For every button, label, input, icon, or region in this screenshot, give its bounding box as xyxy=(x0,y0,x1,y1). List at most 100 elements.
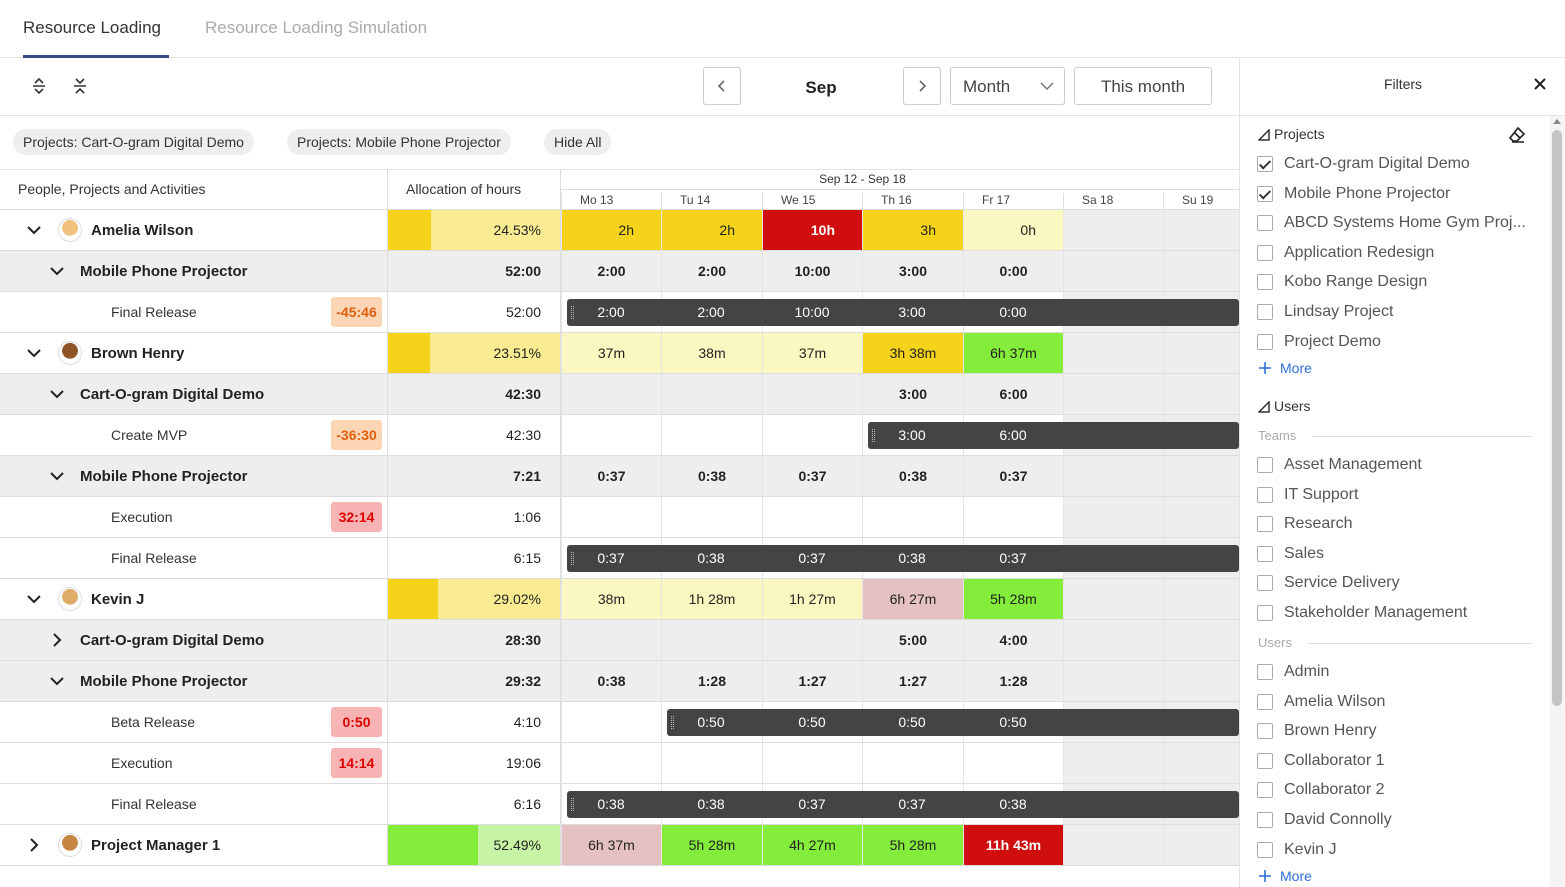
filter-chip[interactable]: Projects: Mobile Phone Projector xyxy=(287,129,511,155)
this-month-button[interactable]: This month xyxy=(1074,67,1212,105)
checkbox[interactable] xyxy=(1257,841,1273,858)
day-load-cell[interactable]: 38m xyxy=(561,579,661,619)
day-load-cell[interactable]: 5h 28m xyxy=(661,825,762,865)
checkbox[interactable] xyxy=(1257,333,1273,350)
day-cell xyxy=(661,743,762,783)
checkbox[interactable] xyxy=(1257,664,1273,680)
drag-handle-icon[interactable] xyxy=(571,552,574,565)
projects-section-header[interactable]: Projects xyxy=(1257,126,1325,142)
day-hours-cell: 0:37 xyxy=(762,456,862,496)
drag-handle-icon[interactable] xyxy=(571,306,574,319)
drag-handle-icon[interactable] xyxy=(872,429,875,442)
task-bar[interactable]: 0:37 0:38 0:37 0:38 0:37 xyxy=(567,545,1239,572)
task-bar[interactable]: 3:00 6:00 xyxy=(868,422,1239,449)
allocation-cell: 42:30 xyxy=(388,374,561,414)
allocation-cell: 29:32 xyxy=(388,661,561,701)
next-period-button[interactable] xyxy=(903,67,941,105)
collapse-rows-icon[interactable] xyxy=(70,76,90,96)
checkbox[interactable] xyxy=(1257,304,1273,320)
day-hours-cell: 3:00 xyxy=(862,251,963,291)
day-load-cell[interactable]: 4h 27m xyxy=(762,825,862,865)
checkbox[interactable] xyxy=(1257,575,1273,592)
day-load-cell[interactable]: 10h xyxy=(762,210,862,250)
checkbox[interactable] xyxy=(1257,516,1273,533)
chevron-right-icon[interactable] xyxy=(49,632,65,648)
day-load-cell[interactable]: 6h 27m xyxy=(862,579,963,619)
weekend-cell xyxy=(1163,825,1239,865)
drag-handle-icon[interactable] xyxy=(671,716,674,729)
name-cell: Brown Henry xyxy=(0,333,388,373)
activity-row: Execution 32:14 1:06 xyxy=(0,497,1239,538)
day-load-cell[interactable]: 5h 28m xyxy=(963,579,1063,619)
task-bar[interactable]: 2:00 2:00 10:00 3:00 0:00 xyxy=(567,299,1239,326)
weekend-cell xyxy=(1163,456,1239,496)
more-link[interactable]: More xyxy=(1258,868,1312,884)
checkbox[interactable] xyxy=(1257,274,1273,291)
project-name: Mobile Phone Projector xyxy=(80,468,248,485)
drag-handle-icon[interactable] xyxy=(571,798,574,811)
day-load-cell[interactable]: 3h xyxy=(862,210,963,250)
hide-all-button[interactable]: Hide All xyxy=(544,129,612,155)
chevron-down-icon[interactable] xyxy=(49,386,65,402)
name-cell: Amelia Wilson xyxy=(0,210,388,250)
allocation-value: 6:15 xyxy=(513,550,541,566)
period-select[interactable]: Month xyxy=(950,67,1065,105)
checkbox[interactable] xyxy=(1257,605,1273,621)
task-bar[interactable]: 0:38 0:38 0:37 0:37 0:38 xyxy=(567,791,1239,818)
more-link[interactable]: More xyxy=(1258,360,1312,376)
checkbox[interactable] xyxy=(1257,752,1273,769)
users-section-header[interactable]: Users xyxy=(1257,398,1311,414)
checkbox[interactable] xyxy=(1257,693,1273,710)
checkbox[interactable] xyxy=(1257,812,1273,828)
task-bar-value: 0:50 xyxy=(697,714,725,730)
allocation-value: 52:00 xyxy=(505,263,541,279)
chevron-down-icon[interactable] xyxy=(49,468,65,484)
day-hours-cell xyxy=(661,620,762,660)
day-load-cell[interactable]: 37m xyxy=(561,333,661,373)
scroll-up-arrow-icon[interactable] xyxy=(1553,119,1561,124)
scroll-thumb[interactable] xyxy=(1552,130,1562,706)
chevron-right-icon[interactable] xyxy=(26,837,42,853)
name-cell: Final Release xyxy=(0,784,388,824)
day-load-cell[interactable]: 6h 37m xyxy=(963,333,1063,373)
weekend-cell xyxy=(1063,661,1163,701)
previous-period-button[interactable] xyxy=(703,67,741,105)
tab-resource-loading[interactable]: Resource Loading xyxy=(23,18,161,37)
day-load-cell[interactable]: 3h 38m xyxy=(862,333,963,373)
checkbox[interactable] xyxy=(1257,486,1273,503)
checkbox[interactable] xyxy=(1257,185,1273,202)
day-load-cell[interactable]: 5h 28m xyxy=(862,825,963,865)
task-bar-value: 0:37 xyxy=(798,796,826,812)
day-load-cell[interactable]: 11h 43m xyxy=(963,825,1063,865)
chevron-down-icon[interactable] xyxy=(49,263,65,279)
day-load-cell[interactable]: 0h xyxy=(963,210,1063,250)
chevron-down-icon[interactable] xyxy=(26,345,42,361)
checkbox[interactable] xyxy=(1257,457,1273,473)
clear-project-filters-button[interactable] xyxy=(1508,126,1526,144)
checkbox[interactable] xyxy=(1257,244,1273,261)
filter-chip[interactable]: Projects: Cart-O-gram Digital Demo xyxy=(13,129,254,155)
day-load-cell[interactable]: 2h xyxy=(661,210,762,250)
expand-rows-icon[interactable] xyxy=(29,76,49,96)
checkbox[interactable] xyxy=(1257,156,1273,172)
chevron-down-icon[interactable] xyxy=(49,673,65,689)
filters-scrollbar[interactable] xyxy=(1550,116,1564,887)
checkbox[interactable] xyxy=(1257,545,1273,562)
close-filters-button[interactable] xyxy=(1532,76,1548,92)
chevron-down-icon[interactable] xyxy=(26,222,42,238)
day-load-cell[interactable]: 38m xyxy=(661,333,762,373)
person-row: Brown Henry 23.51% 37m 38m 37m 3h 38m 6h 37m xyxy=(0,333,1239,374)
day-load-cell[interactable]: 1h 28m xyxy=(661,579,762,619)
day-load-cell[interactable]: 1h 27m xyxy=(762,579,862,619)
tab-resource-loading-simulation[interactable]: Resource Loading Simulation xyxy=(205,18,428,37)
task-bar[interactable]: 0:50 0:50 0:50 0:50 xyxy=(667,709,1239,736)
checkbox[interactable] xyxy=(1257,723,1273,740)
day-load-cell[interactable]: 6h 37m xyxy=(561,825,661,865)
day-load-cell[interactable]: 2h xyxy=(561,210,661,250)
chevron-down-icon[interactable] xyxy=(26,591,42,607)
checkbox[interactable] xyxy=(1257,215,1273,232)
chevron-down-icon xyxy=(1040,82,1054,91)
divider xyxy=(1308,643,1532,644)
day-load-cell[interactable]: 37m xyxy=(762,333,862,373)
checkbox[interactable] xyxy=(1257,782,1273,799)
